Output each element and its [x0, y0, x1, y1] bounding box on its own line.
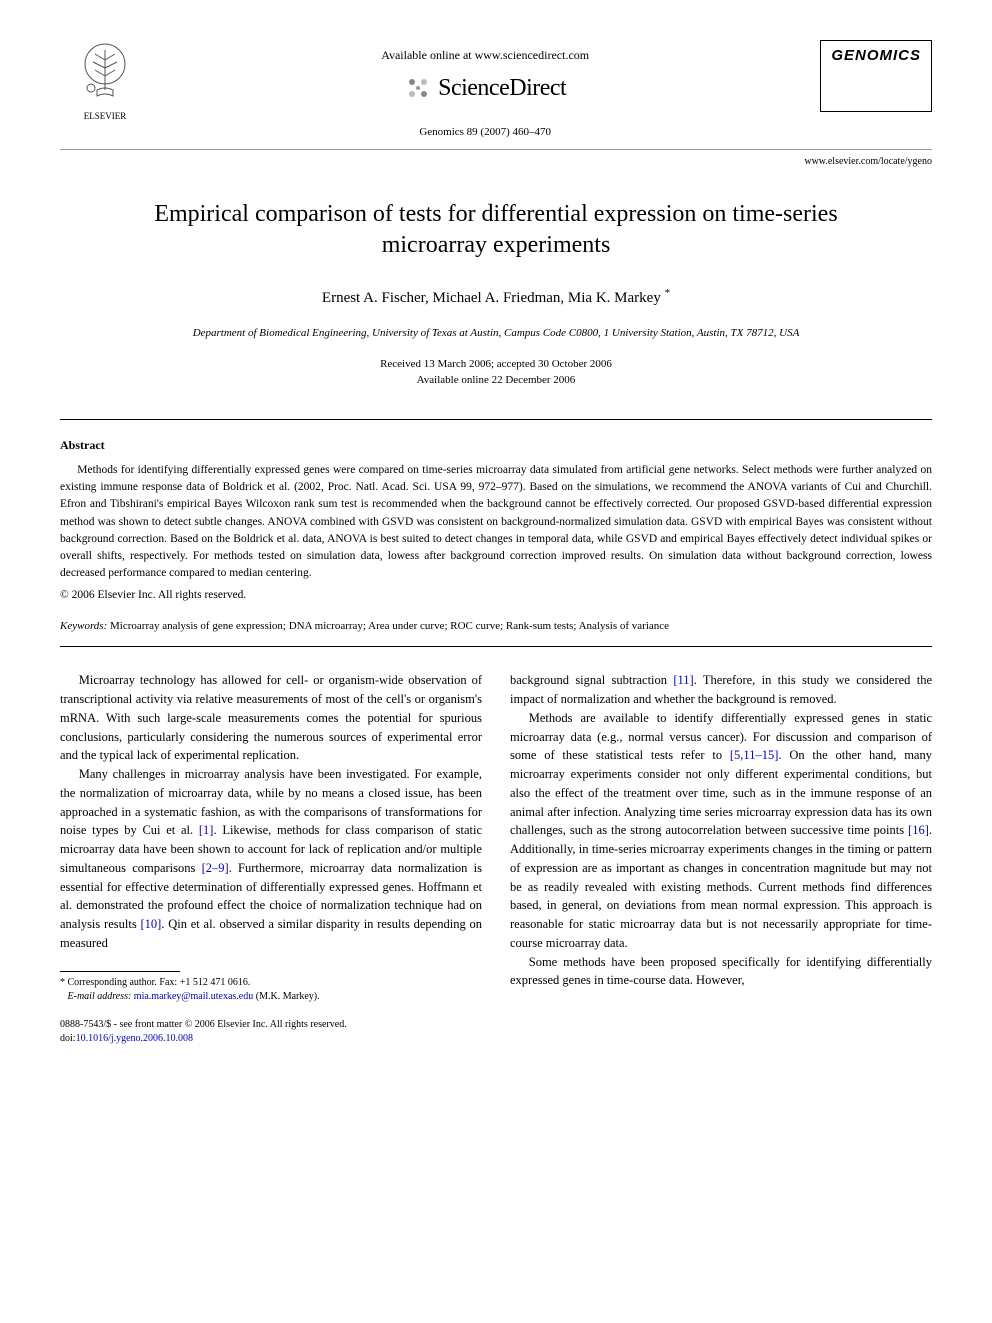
corresponding-mark: *: [665, 287, 671, 299]
publisher-name: ELSEVIER: [84, 110, 127, 124]
sciencedirect-icon: [404, 74, 432, 102]
footnote-divider: [60, 971, 180, 972]
keywords-text: Microarray analysis of gene expression; …: [110, 620, 669, 632]
publisher-logo: ELSEVIER: [60, 40, 150, 124]
doi-link[interactable]: 10.1016/j.ygeno.2006.10.008: [76, 1033, 194, 1044]
body-text: background signal subtraction: [510, 673, 673, 687]
elsevier-tree-icon: [75, 40, 135, 110]
body-para-2: Many challenges in microarray analysis h…: [60, 765, 482, 953]
footer-info: 0888-7543/$ - see front matter © 2006 El…: [60, 1018, 932, 1046]
affiliation: Department of Biomedical Engineering, Un…: [60, 325, 932, 342]
body-para-r2: Methods are available to identify differ…: [510, 709, 932, 953]
right-column: background signal subtraction [11]. Ther…: [510, 671, 932, 1003]
abstract-text: Methods for identifying differentially e…: [60, 462, 932, 583]
citation-link[interactable]: [2–9]: [202, 861, 229, 875]
journal-reference: Genomics 89 (2007) 460–470: [150, 124, 820, 141]
body-text: . Additionally, in time-series microarra…: [510, 823, 932, 950]
abstract-copyright: © 2006 Elsevier Inc. All rights reserved…: [60, 587, 932, 604]
issn-line: 0888-7543/$ - see front matter © 2006 El…: [60, 1018, 932, 1032]
email-suffix: (M.K. Markey).: [256, 991, 320, 1002]
article-page: ELSEVIER Available online at www.science…: [0, 0, 992, 1076]
journal-url[interactable]: www.elsevier.com/locate/ygeno: [60, 154, 932, 169]
citation-link[interactable]: [11]: [673, 673, 693, 687]
online-date: Available online 22 December 2006: [60, 372, 932, 389]
article-title: Empirical comparison of tests for differ…: [100, 199, 892, 261]
email-label: E-mail address:: [68, 991, 132, 1002]
sciencedirect-text: ScienceDirect: [438, 70, 566, 106]
body-para-1: Microarray technology has allowed for ce…: [60, 671, 482, 765]
journal-box: GENOMICS: [820, 40, 932, 112]
citation-link[interactable]: [5,11–15]: [730, 748, 779, 762]
corresponding-footnote: * Corresponding author. Fax: +1 512 471 …: [60, 976, 482, 990]
citation-link[interactable]: [10]: [140, 917, 161, 931]
keywords: Keywords: Microarray analysis of gene ex…: [60, 618, 932, 635]
journal-box-wrapper: GENOMICS: [820, 40, 932, 112]
body-columns: Microarray technology has allowed for ce…: [60, 671, 932, 1003]
body-para-r1: background signal subtraction [11]. Ther…: [510, 671, 932, 709]
sciencedirect-logo: ScienceDirect: [150, 70, 820, 106]
left-column: Microarray technology has allowed for ce…: [60, 671, 482, 1003]
body-para-r3: Some methods have been proposed specific…: [510, 953, 932, 991]
doi-label: doi:: [60, 1033, 76, 1044]
divider-bottom: [60, 646, 932, 647]
divider-top: [60, 419, 932, 420]
journal-name: GENOMICS: [831, 45, 921, 68]
authors: Ernest A. Fischer, Michael A. Friedman, …: [60, 285, 932, 310]
author-names: Ernest A. Fischer, Michael A. Friedman, …: [322, 290, 661, 306]
article-dates: Received 13 March 2006; accepted 30 Octo…: [60, 356, 932, 389]
doi-line: doi:10.1016/j.ygeno.2006.10.008: [60, 1032, 932, 1046]
available-online-text: Available online at www.sciencedirect.co…: [150, 46, 820, 64]
header-bar: ELSEVIER Available online at www.science…: [60, 40, 932, 150]
citation-link[interactable]: [16]: [908, 823, 929, 837]
abstract-heading: Abstract: [60, 436, 932, 454]
email-link[interactable]: mia.markey@mail.utexas.edu: [134, 991, 253, 1002]
center-header: Available online at www.sciencedirect.co…: [150, 40, 820, 141]
received-date: Received 13 March 2006; accepted 30 Octo…: [60, 356, 932, 373]
email-footnote: E-mail address: mia.markey@mail.utexas.e…: [60, 990, 482, 1004]
keywords-label: Keywords:: [60, 620, 107, 632]
citation-link[interactable]: [1]: [199, 823, 214, 837]
